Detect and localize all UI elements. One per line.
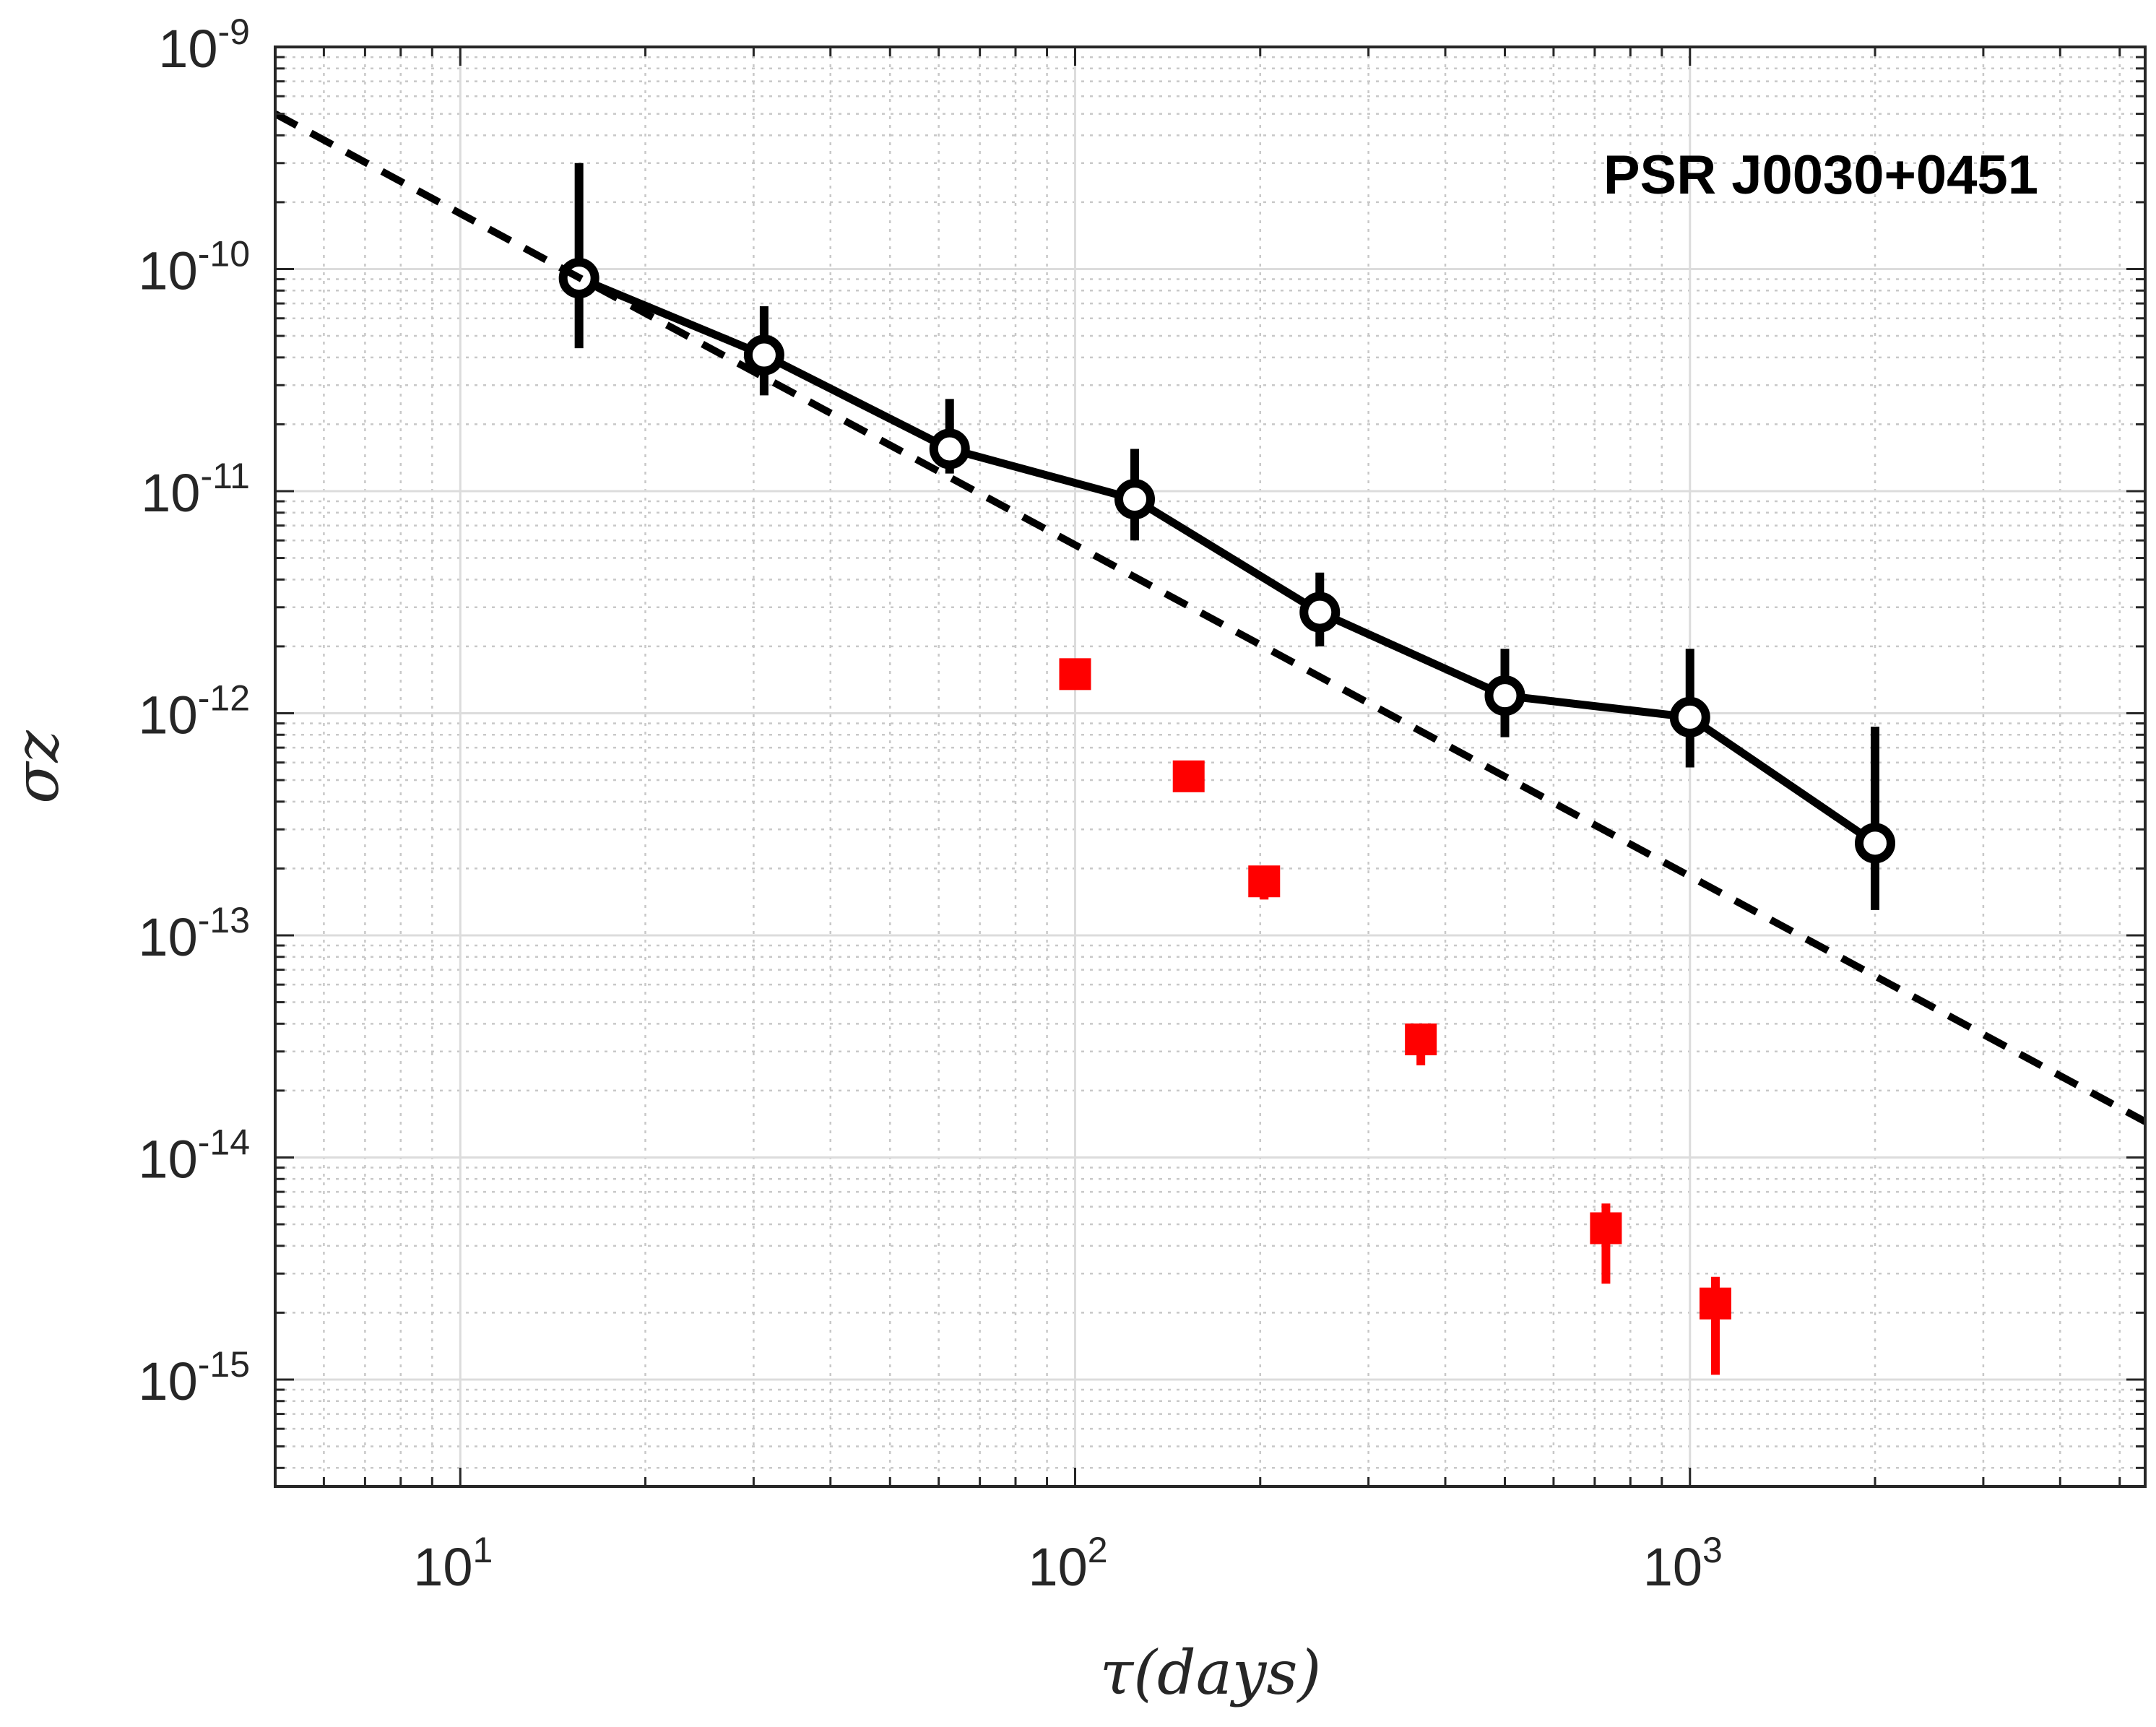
reference-dashed-line	[275, 111, 2145, 1125]
chart-annotation: PSR J0030+0451	[1603, 144, 2038, 206]
measurement-point	[1484, 675, 1525, 717]
measurement-point	[1855, 823, 1896, 864]
measurement-line	[577, 274, 1878, 847]
y-tick-label: 10-11	[141, 456, 250, 523]
measurement-point	[929, 428, 970, 469]
axes-layer	[274, 46, 2147, 1488]
measurement-point	[1114, 479, 1156, 520]
axes-box	[274, 46, 2147, 1488]
y-tick-label: 10-9	[158, 12, 250, 79]
series-layer	[275, 111, 2145, 1375]
red-square-point	[1248, 865, 1281, 898]
y-tick-label: 10-10	[138, 233, 250, 300]
measurement-point	[1669, 696, 1710, 737]
x-tick-label: 102	[1028, 1530, 1107, 1597]
x-tick-label: 103	[1643, 1530, 1723, 1597]
x-tick-label: 101	[413, 1530, 493, 1597]
red-square-point	[1405, 1023, 1437, 1056]
red-square-point	[1699, 1287, 1731, 1320]
red-square-point	[1590, 1212, 1622, 1245]
plot-area	[275, 47, 2145, 1486]
measurement-point	[743, 334, 784, 376]
y-tick-label: 10-15	[138, 1344, 250, 1411]
red-square-point	[1172, 760, 1205, 792]
measurement-point	[1299, 592, 1341, 633]
y-tick-label: 10-12	[138, 678, 250, 745]
y-tick-label: 10-13	[138, 900, 250, 967]
tick-labels: 101 102 103 10-9 10-10 10-11 10-12 10-13 10-14 10…	[138, 12, 1722, 1597]
y-axis-label: σz	[1, 730, 72, 803]
x-axis-label: τ(days)	[1100, 1637, 1321, 1708]
red-square-point	[1059, 658, 1091, 691]
y-tick-label: 10-14	[138, 1122, 250, 1189]
